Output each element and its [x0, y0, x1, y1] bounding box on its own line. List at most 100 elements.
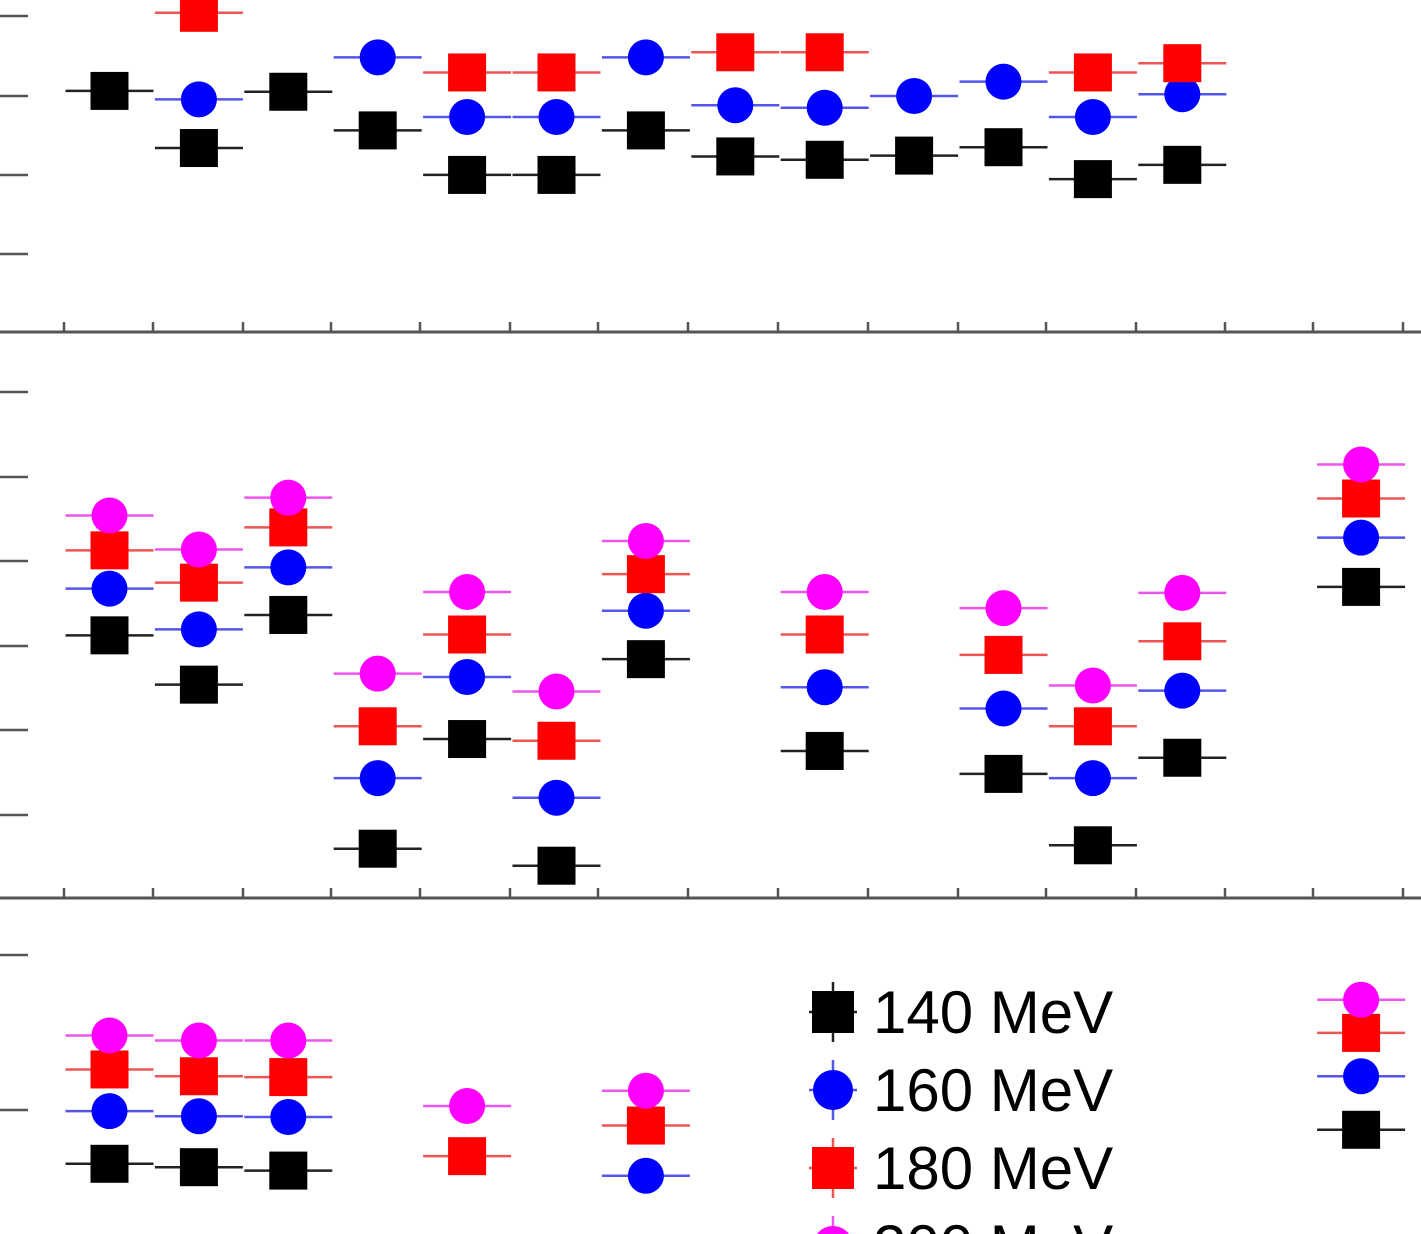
- panel-middle: [65, 446, 1406, 885]
- data-point-circle: [449, 98, 486, 135]
- data-point-circle: [985, 690, 1022, 727]
- data-point-square: [179, 129, 218, 168]
- data-point-square: [1163, 44, 1202, 83]
- data-point-square: [716, 33, 755, 72]
- data-point-square: [1073, 826, 1112, 865]
- data-point-circle: [91, 1093, 128, 1130]
- data-point-circle: [1164, 672, 1201, 709]
- data-point-square: [1073, 53, 1112, 92]
- series-140-mev: [65, 71, 1227, 199]
- legend-marker-circle: [817, 1226, 849, 1234]
- data-point-square: [269, 595, 308, 634]
- series-160-mev: [65, 1058, 1406, 1194]
- data-point-square: [1342, 479, 1381, 518]
- data-point-circle: [180, 81, 217, 118]
- data-point-square: [1342, 567, 1381, 606]
- data-point-square: [805, 615, 844, 654]
- data-point-circle: [627, 1072, 664, 1109]
- data-point-circle: [449, 659, 486, 695]
- data-point-square: [626, 111, 665, 150]
- data-point-square: [1342, 1110, 1381, 1149]
- data-point-circle: [1343, 446, 1380, 483]
- legend-label: 140 MeV: [873, 979, 1113, 1046]
- legend-item: 200 MeV: [817, 1213, 1113, 1234]
- data-point-square: [90, 1050, 129, 1089]
- data-point-circle: [449, 1088, 486, 1124]
- data-point-square: [805, 140, 844, 179]
- legend-marker-square: [812, 1147, 854, 1189]
- data-point-circle: [270, 1099, 307, 1136]
- data-point-circle: [985, 63, 1022, 100]
- data-point-square: [537, 846, 576, 885]
- data-point-square: [537, 53, 576, 92]
- legend-label: 180 MeV: [873, 1135, 1113, 1202]
- data-point-square: [358, 111, 397, 150]
- data-point-circle: [538, 98, 575, 135]
- data-point-circle: [180, 1098, 217, 1135]
- series-200-mev: [65, 446, 1406, 710]
- data-point-circle: [896, 77, 933, 114]
- data-point-square: [537, 155, 576, 194]
- series-140-mev: [65, 1110, 1406, 1190]
- legend-marker-circle: [813, 1070, 853, 1110]
- data-point-circle: [1074, 667, 1111, 704]
- data-point-square: [448, 155, 487, 194]
- series-180-mev: [154, 0, 1227, 92]
- data-point-circle: [1164, 574, 1201, 611]
- panel-bottom: [65, 981, 1406, 1194]
- legend-item: 180 MeV: [809, 1135, 1113, 1202]
- data-point-circle: [359, 655, 396, 692]
- data-point-square: [179, 0, 218, 32]
- series-200-mev: [65, 981, 1406, 1124]
- data-point-circle: [1074, 98, 1111, 135]
- data-point-square: [448, 1137, 487, 1176]
- data-point-circle: [91, 570, 128, 607]
- data-point-circle: [1343, 1058, 1380, 1095]
- data-point-circle: [627, 523, 664, 559]
- data-point-circle: [806, 669, 843, 706]
- data-point-square: [269, 1151, 308, 1190]
- data-point-circle: [359, 39, 396, 76]
- data-point-circle: [538, 673, 575, 710]
- panel-top: [65, 0, 1227, 199]
- data-point-square: [1163, 145, 1202, 184]
- data-point-square: [448, 720, 487, 759]
- data-point-circle: [180, 1022, 217, 1059]
- data-point-circle: [91, 497, 128, 534]
- data-point-square: [269, 1058, 308, 1097]
- data-point-square: [1073, 160, 1112, 199]
- data-point-square: [1163, 622, 1202, 661]
- series-180-mev: [65, 479, 1406, 760]
- data-point-circle: [627, 1157, 664, 1194]
- data-point-square: [626, 640, 665, 679]
- data-point-square: [895, 136, 934, 175]
- data-point-square: [179, 1148, 218, 1187]
- legend-label: 160 MeV: [873, 1057, 1113, 1124]
- data-point-square: [537, 721, 576, 760]
- data-point-circle: [627, 592, 664, 629]
- legend-item: 160 MeV: [809, 1057, 1113, 1124]
- data-point-circle: [1164, 76, 1201, 113]
- data-point-circle: [91, 1017, 128, 1054]
- data-point-square: [90, 531, 129, 570]
- data-point-square: [1163, 738, 1202, 777]
- series-140-mev: [65, 567, 1406, 885]
- data-point-square: [179, 665, 218, 704]
- data-point-circle: [270, 549, 307, 586]
- legend-label: 200 MeV: [873, 1213, 1113, 1234]
- data-point-square: [358, 707, 397, 746]
- data-point-square: [269, 72, 308, 111]
- data-point-circle: [985, 590, 1022, 627]
- series-160-mev: [65, 519, 1406, 816]
- data-point-circle: [806, 574, 843, 610]
- data-point-square: [448, 53, 487, 92]
- data-point-square: [716, 137, 755, 176]
- data-point-circle: [270, 479, 307, 516]
- series-180-mev: [65, 1013, 1406, 1176]
- data-point-square: [179, 563, 218, 602]
- data-point-circle: [270, 1022, 307, 1059]
- legend-marker-square: [812, 991, 854, 1033]
- data-point-square: [626, 555, 665, 594]
- data-point-circle: [359, 760, 396, 797]
